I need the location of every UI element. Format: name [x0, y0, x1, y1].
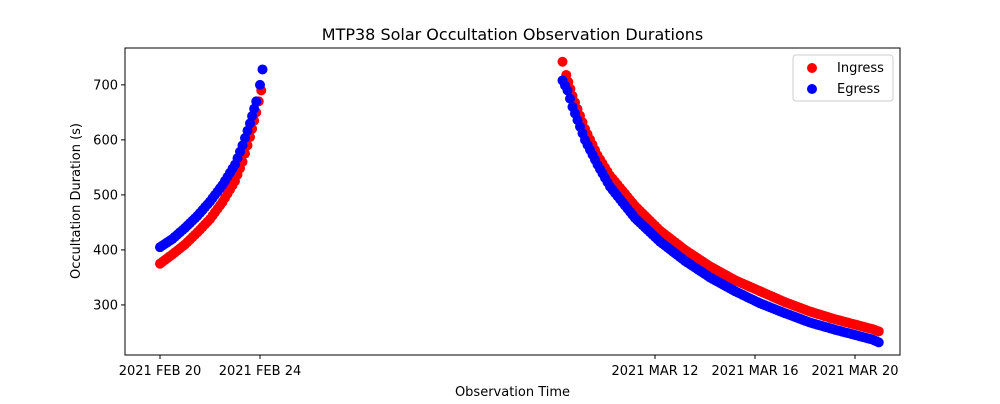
y-tick-label: 600 [93, 133, 118, 148]
y-axis-label: Occultation Duration (s) [69, 123, 84, 279]
point-ingress [873, 326, 884, 337]
points-layer [155, 56, 884, 348]
point-egress [255, 79, 265, 90]
y-tick-label: 400 [93, 243, 118, 258]
legend: Ingress Egress [792, 54, 894, 102]
y-tick-label: 500 [93, 188, 118, 203]
point-ingress [557, 56, 568, 67]
point-egress [257, 64, 268, 75]
plot-frame [124, 47, 901, 356]
x-tick-label: 2021 MAR 12 [611, 364, 698, 379]
x-axis-label: Observation Time [455, 385, 570, 400]
y-tick-label: 700 [93, 78, 118, 93]
point-egress [873, 337, 884, 348]
legend-marker-ingress [807, 63, 817, 73]
y-axis: 300 400 500 600 700 [93, 78, 125, 313]
x-axis: 2021 FEB 20 2021 FEB 24 2021 MAR 12 2021 MA… [119, 355, 899, 379]
chart-title: MTP38 Solar Occultation Observation Dura… [322, 25, 703, 44]
x-tick-label: 2021 MAR 16 [711, 364, 798, 379]
x-tick-label: 2021 MAR 20 [811, 364, 898, 379]
point-egress [562, 85, 573, 96]
legend-label-egress: Egress [837, 82, 880, 97]
legend-marker-egress [807, 84, 817, 94]
legend-box [792, 54, 894, 102]
x-tick-label: 2021 FEB 20 [119, 364, 202, 379]
point-egress [251, 96, 262, 107]
x-tick-label: 2021 FEB 24 [219, 364, 302, 379]
y-tick-label: 300 [93, 298, 118, 313]
legend-label-ingress: Ingress [837, 61, 884, 76]
point-egress [565, 93, 575, 104]
